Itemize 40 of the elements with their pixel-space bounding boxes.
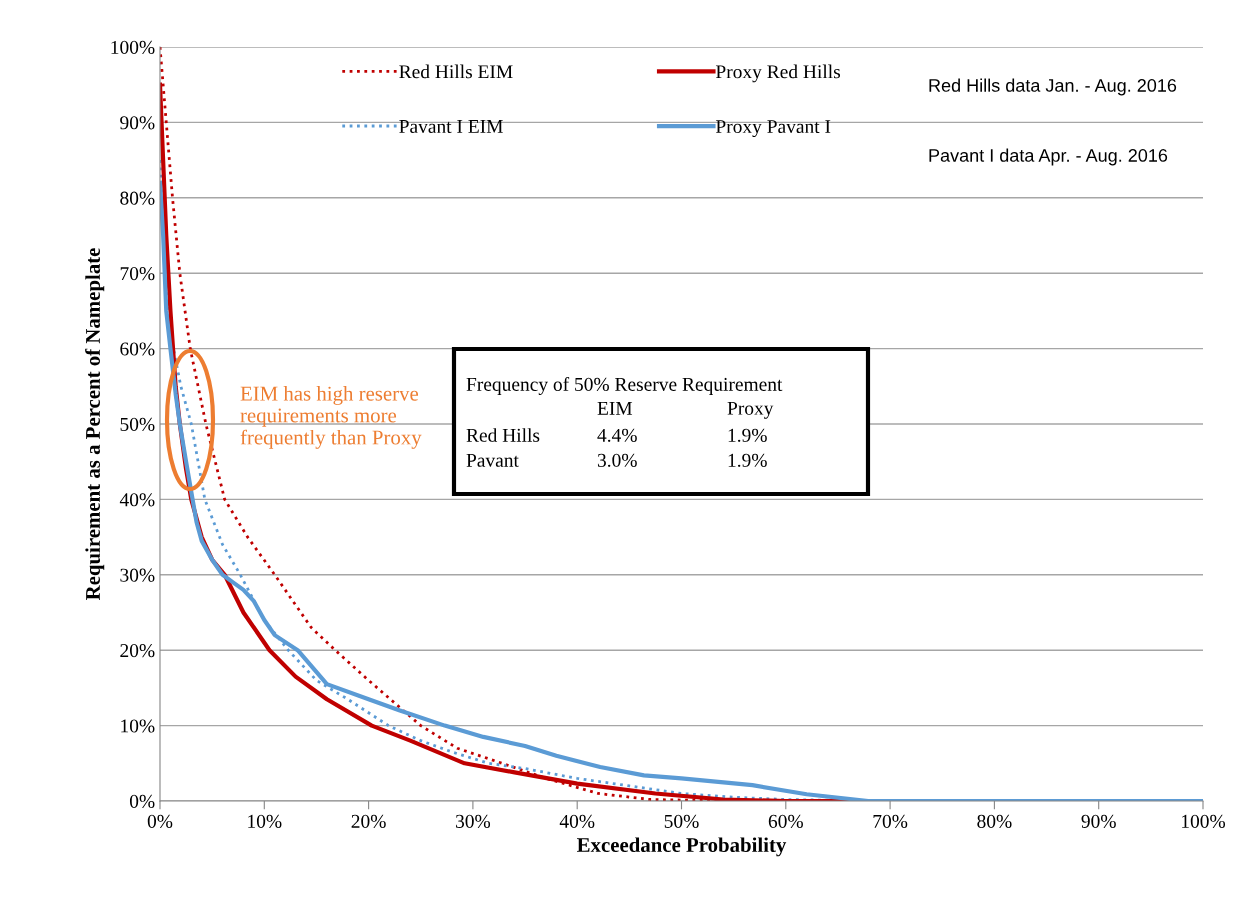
legend-label: Proxy Red Hills [715, 64, 841, 83]
x-tick-label: 90% [1081, 814, 1116, 828]
annotation: Proxy [727, 401, 774, 419]
x-tick-label: 40% [559, 814, 595, 828]
y-tick-label: 60% [120, 342, 155, 356]
x-tick-label: 70% [873, 814, 908, 828]
y-tick-label: 0% [129, 794, 155, 808]
legend-label: Pavant I EIM [399, 120, 503, 133]
x-tick-label: 60% [768, 814, 803, 828]
y-tick-label: 10% [121, 719, 155, 733]
x-tick-label: 20% [351, 814, 386, 828]
x-tick-label: 100% [1182, 814, 1226, 828]
y-tick-label: 40% [119, 493, 155, 507]
annotation: Pavant I data Apr. - Aug. 2016 [929, 148, 1168, 166]
y-axis-title: Requirement as a Percent of Nameplate [85, 248, 105, 601]
x-tick-label: 10% [248, 814, 282, 828]
annotation: 1.9% [728, 453, 767, 467]
x-tick-label: 30% [456, 814, 491, 828]
y-tick-label: 50% [120, 417, 155, 431]
x-axis-title: Exceedance Probability [577, 837, 787, 857]
y-tick-label: 90% [120, 116, 155, 130]
y-tick-label: 80% [120, 191, 155, 205]
annotation: 3.0% [597, 453, 637, 467]
annotation: EIM has high reserve requirements more frequently than Proxy [240, 386, 422, 449]
annotation: Red Hills [466, 428, 540, 442]
x-tick-label: 50% [664, 814, 699, 828]
y-tick-label: 30% [120, 568, 155, 582]
y-tick-label: 20% [120, 644, 155, 658]
x-tick-label: 80% [977, 814, 1012, 828]
annotation: EIM [597, 401, 633, 415]
y-tick-label: 100% [111, 40, 155, 54]
x-tick-label: 0% [147, 814, 173, 828]
annotation: 1.9% [728, 428, 767, 442]
legend-label: Proxy Pavant I [715, 120, 831, 138]
legend-label: Red Hills EIM [399, 64, 513, 79]
y-tick-label: 70% [120, 267, 155, 281]
annotation: Red Hills data Jan. - Aug. 2016 [929, 78, 1177, 96]
annotation: Frequency of 50% Reserve Requirement [466, 377, 783, 395]
annotation: Pavant [466, 453, 519, 467]
annotation: 4.4% [597, 428, 637, 442]
